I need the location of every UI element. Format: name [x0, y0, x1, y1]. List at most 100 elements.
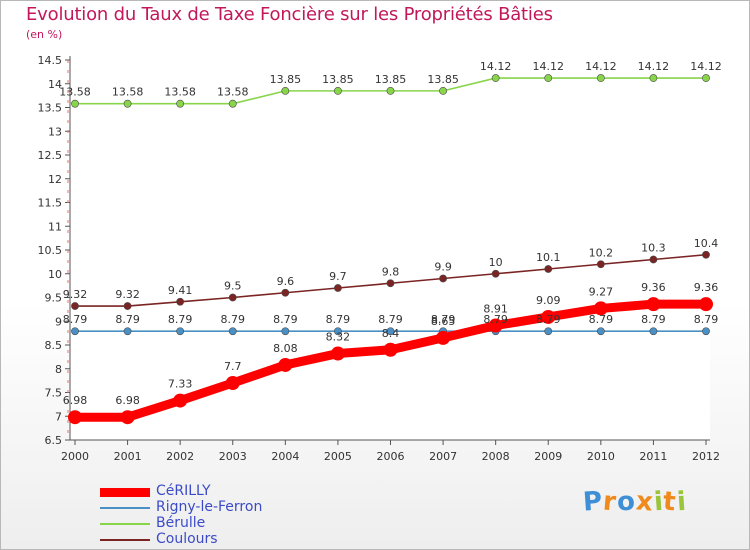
- data-label: 8.79: [273, 313, 298, 326]
- data-label: 9.41: [168, 284, 193, 297]
- x-tick-label: 2006: [377, 450, 405, 463]
- data-point: [281, 288, 290, 297]
- x-tick-label: 2002: [166, 450, 194, 463]
- plot-area: [70, 60, 710, 440]
- chart-title: Evolution du Taux de Taxe Foncière sur l…: [26, 4, 553, 25]
- data-point: [123, 302, 132, 310]
- data-label: 8.79: [589, 313, 614, 326]
- data-point: [439, 274, 447, 283]
- data-label: 9.9: [434, 261, 452, 274]
- data-label: 9.6: [277, 275, 295, 288]
- data-label: 8.79: [221, 313, 246, 326]
- y-tick-label: 13.5: [38, 102, 63, 115]
- data-label: 10.4: [694, 237, 719, 250]
- data-point: [71, 99, 79, 108]
- y-tick-label: 9: [55, 315, 62, 328]
- data-label: 13.58: [112, 86, 144, 99]
- x-tick-label: 2007: [429, 450, 457, 463]
- data-label: 8.79: [431, 313, 456, 326]
- data-point: [68, 410, 82, 425]
- legend-swatch: [100, 539, 150, 541]
- legend-label: Bérulle: [156, 515, 206, 531]
- data-point: [596, 260, 605, 269]
- data-label: 10.3: [641, 242, 666, 255]
- x-tick-label: 2005: [324, 450, 352, 463]
- x-tick-label: 2008: [482, 450, 510, 463]
- data-point: [702, 74, 710, 82]
- data-point: [330, 346, 345, 361]
- y-tick-label: 12: [48, 173, 62, 186]
- data-label: 8.79: [168, 313, 193, 326]
- data-point: [71, 327, 79, 336]
- data-point: [699, 297, 713, 312]
- data-point: [123, 327, 132, 336]
- y-tick-label: 12.5: [38, 149, 63, 162]
- x-tick-label: 2001: [114, 450, 142, 463]
- y-tick-label: 8.5: [45, 339, 63, 352]
- data-point: [120, 410, 135, 425]
- y-tick-label: 11.5: [38, 197, 63, 210]
- data-point: [541, 309, 556, 324]
- data-label: 13.85: [322, 73, 354, 86]
- data-point: [702, 250, 710, 259]
- data-label: 8.79: [326, 313, 351, 326]
- legend-swatch: [100, 487, 150, 497]
- data-point: [123, 99, 132, 108]
- data-label: 14.12: [480, 60, 512, 73]
- y-tick-label: 14.5: [38, 54, 63, 67]
- y-tick-label: 11: [48, 220, 62, 233]
- data-label: 13.58: [217, 86, 249, 99]
- data-point: [228, 327, 237, 336]
- data-point: [383, 342, 398, 357]
- data-label: 9.36: [641, 281, 666, 294]
- data-label: 8.32: [326, 331, 351, 344]
- data-label: 9.27: [589, 285, 614, 298]
- data-point: [593, 301, 608, 316]
- data-label: 8.79: [536, 313, 561, 326]
- data-label: 13.58: [59, 86, 91, 99]
- data-point: [71, 302, 79, 310]
- y-tick-label: 8: [55, 363, 62, 376]
- data-label: 13.85: [427, 73, 459, 86]
- data-label: 9.36: [694, 281, 719, 294]
- data-point: [228, 99, 237, 108]
- data-label: 13.85: [270, 73, 302, 86]
- data-point: [176, 297, 185, 306]
- legend-label: Rigny-le-Ferron: [156, 499, 263, 515]
- logo-letter: o: [615, 486, 637, 518]
- x-tick-label: 2012: [692, 450, 720, 463]
- data-point: [436, 330, 451, 345]
- data-label: 6.98: [63, 394, 88, 407]
- y-tick-label: 7: [55, 410, 62, 423]
- data-point: [228, 293, 237, 302]
- legend-swatch: [100, 523, 150, 525]
- data-point: [439, 86, 447, 95]
- data-point: [596, 74, 605, 82]
- proxiti-logo: Proxiti: [582, 486, 688, 518]
- data-label: 8.79: [641, 313, 666, 326]
- data-point: [278, 357, 293, 372]
- data-point: [544, 265, 553, 273]
- data-point: [386, 279, 395, 288]
- x-tick-label: 2004: [271, 450, 299, 463]
- data-label: 14.12: [638, 60, 670, 73]
- data-label: 8.4: [382, 327, 400, 340]
- data-label: 14.12: [690, 60, 722, 73]
- data-point: [281, 86, 290, 95]
- data-point: [649, 327, 658, 336]
- data-label: 7.33: [168, 378, 193, 391]
- data-label: 14.12: [533, 60, 565, 73]
- data-point: [646, 297, 661, 312]
- x-tick-label: 2010: [587, 450, 615, 463]
- data-label: 8.79: [483, 313, 508, 326]
- data-label: 9.09: [536, 294, 561, 307]
- data-label: 9.32: [63, 288, 88, 301]
- logo-letter: i: [675, 486, 688, 518]
- data-point: [386, 86, 395, 95]
- data-label: 8.65: [431, 315, 456, 328]
- data-label: 9.8: [382, 265, 400, 278]
- data-point: [649, 255, 658, 264]
- data-point: [386, 327, 395, 336]
- data-label: 10: [489, 256, 503, 269]
